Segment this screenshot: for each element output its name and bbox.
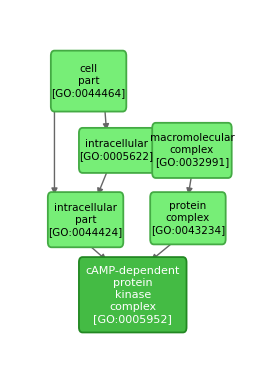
FancyBboxPatch shape <box>150 192 226 244</box>
Text: protein
complex
[GO:0043234]: protein complex [GO:0043234] <box>151 201 225 235</box>
Text: cAMP-dependent
protein
kinase
complex
[GO:0005952]: cAMP-dependent protein kinase complex [G… <box>85 266 180 324</box>
FancyBboxPatch shape <box>79 128 154 173</box>
Text: intracellular
part
[GO:0044424]: intracellular part [GO:0044424] <box>48 203 123 237</box>
Text: cell
part
[GO:0044464]: cell part [GO:0044464] <box>52 64 126 98</box>
Text: intracellular
[GO:0005622]: intracellular [GO:0005622] <box>80 140 154 161</box>
FancyBboxPatch shape <box>79 257 186 333</box>
Text: macromolecular
complex
[GO:0032991]: macromolecular complex [GO:0032991] <box>150 134 234 167</box>
FancyBboxPatch shape <box>48 192 123 247</box>
FancyBboxPatch shape <box>51 51 126 111</box>
FancyBboxPatch shape <box>152 123 232 178</box>
